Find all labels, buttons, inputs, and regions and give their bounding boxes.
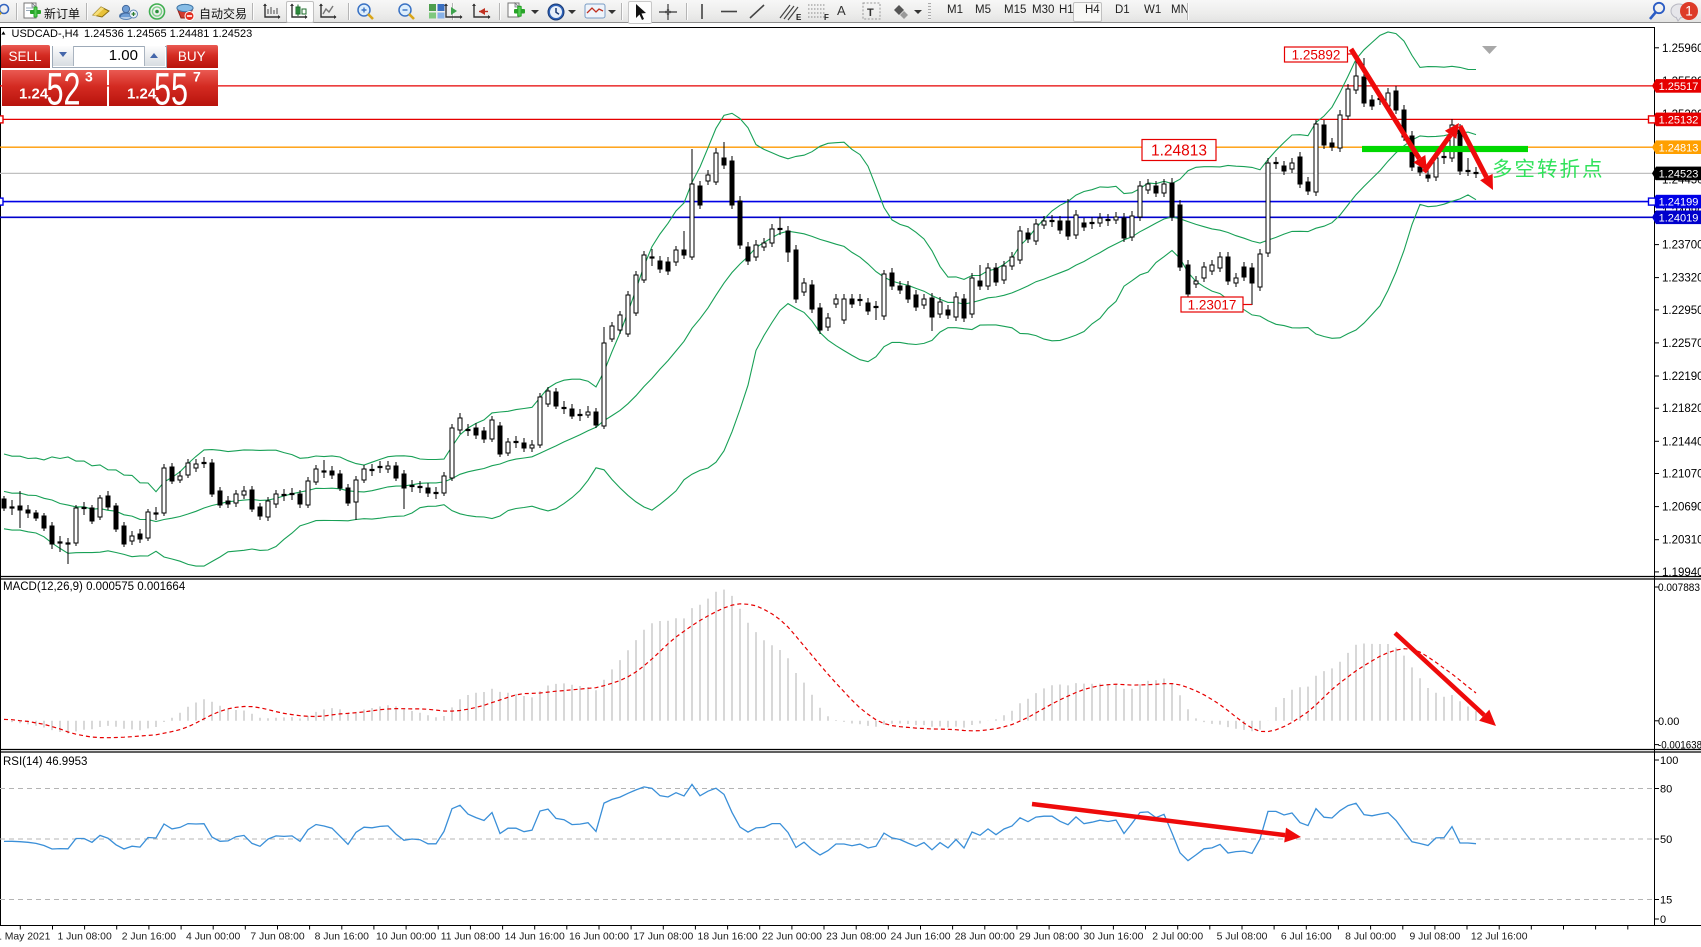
svg-text:8 Jul 00:00: 8 Jul 00:00 bbox=[1345, 932, 1396, 943]
svg-text:14 Jun 16:00: 14 Jun 16:00 bbox=[505, 932, 565, 943]
svg-text:1.24: 1.24 bbox=[19, 86, 49, 103]
svg-text:17 Jun 08:00: 17 Jun 08:00 bbox=[633, 932, 693, 943]
svg-text:55: 55 bbox=[154, 63, 188, 106]
svg-text:0: 0 bbox=[1660, 914, 1666, 926]
svg-text:1.20690: 1.20690 bbox=[1662, 502, 1701, 514]
svg-text:1.20310: 1.20310 bbox=[1662, 535, 1701, 547]
svg-text:1.22950: 1.22950 bbox=[1662, 305, 1701, 317]
svg-text:-0.001638: -0.001638 bbox=[1658, 740, 1701, 752]
svg-text:9 Jul 08:00: 9 Jul 08:00 bbox=[1409, 932, 1460, 943]
svg-text:1.25892: 1.25892 bbox=[1292, 47, 1341, 62]
svg-text:10 Jun 00:00: 10 Jun 00:00 bbox=[376, 932, 436, 943]
svg-text:28 Jun 00:00: 28 Jun 00:00 bbox=[955, 932, 1015, 943]
svg-text:2 Jun 16:00: 2 Jun 16:00 bbox=[122, 932, 177, 943]
svg-text:7: 7 bbox=[193, 68, 201, 84]
svg-text:1.22190: 1.22190 bbox=[1662, 371, 1701, 383]
svg-text:50: 50 bbox=[1660, 834, 1672, 846]
svg-text:1.24536 1.24565 1.24481 1.2452: 1.24536 1.24565 1.24481 1.24523 bbox=[84, 28, 252, 40]
svg-text:29 Jun 08:00: 29 Jun 08:00 bbox=[1019, 932, 1079, 943]
svg-text:24 Jun 16:00: 24 Jun 16:00 bbox=[890, 932, 950, 943]
svg-text:1.22570: 1.22570 bbox=[1662, 338, 1701, 350]
svg-text:MACD(12,26,9) 0.000575 0.00166: MACD(12,26,9) 0.000575 0.001664 bbox=[3, 581, 186, 593]
svg-text:1.23017: 1.23017 bbox=[1188, 297, 1237, 312]
svg-text:5 Jul 08:00: 5 Jul 08:00 bbox=[1217, 932, 1268, 943]
svg-text:1.24813: 1.24813 bbox=[1151, 143, 1207, 160]
svg-text:0.00: 0.00 bbox=[1658, 716, 1679, 728]
svg-text:1.21070: 1.21070 bbox=[1662, 469, 1701, 481]
svg-text:多空转折点: 多空转折点 bbox=[1492, 158, 1605, 181]
svg-text:1.23700: 1.23700 bbox=[1662, 240, 1701, 252]
svg-text:16 Jun 00:00: 16 Jun 00:00 bbox=[569, 932, 629, 943]
svg-text:1.24: 1.24 bbox=[127, 86, 157, 103]
svg-text:1.21820: 1.21820 bbox=[1662, 403, 1701, 415]
svg-text:1 Jun 08:00: 1 Jun 08:00 bbox=[57, 932, 112, 943]
svg-text:3: 3 bbox=[85, 68, 93, 84]
svg-text:1.24019: 1.24019 bbox=[1659, 212, 1699, 224]
svg-text:31 May 2021: 31 May 2021 bbox=[0, 932, 51, 943]
svg-text:1.24813: 1.24813 bbox=[1659, 142, 1699, 154]
svg-text:E: E bbox=[796, 13, 802, 21]
svg-text:6 Jul 16:00: 6 Jul 16:00 bbox=[1281, 932, 1332, 943]
svg-text:0.007883: 0.007883 bbox=[1658, 582, 1700, 594]
svg-text:1.24199: 1.24199 bbox=[1659, 197, 1699, 209]
svg-text:1.25960: 1.25960 bbox=[1662, 43, 1701, 55]
svg-text:15: 15 bbox=[1660, 895, 1672, 907]
svg-text:100: 100 bbox=[1660, 755, 1678, 767]
svg-text:23 Jun 08:00: 23 Jun 08:00 bbox=[826, 932, 886, 943]
svg-text:F: F bbox=[824, 13, 829, 21]
svg-text:1: 1 bbox=[1685, 4, 1693, 19]
svg-text:1.19940: 1.19940 bbox=[1662, 567, 1701, 579]
svg-text:1.25517: 1.25517 bbox=[1659, 81, 1699, 93]
svg-text:12 Jul 16:00: 12 Jul 16:00 bbox=[1471, 932, 1528, 943]
svg-text:1.24523: 1.24523 bbox=[1659, 169, 1699, 181]
svg-text:RSI(14) 46.9953: RSI(14) 46.9953 bbox=[3, 756, 87, 768]
svg-text:USDCAD-,H4: USDCAD-,H4 bbox=[12, 28, 79, 40]
svg-text:18 Jun 16:00: 18 Jun 16:00 bbox=[698, 932, 758, 943]
svg-text:7 Jun 08:00: 7 Jun 08:00 bbox=[250, 932, 305, 943]
svg-text:22 Jun 00:00: 22 Jun 00:00 bbox=[762, 932, 822, 943]
svg-text:52: 52 bbox=[47, 63, 81, 106]
svg-text:80: 80 bbox=[1660, 784, 1672, 796]
svg-text:4 Jun 00:00: 4 Jun 00:00 bbox=[186, 932, 241, 943]
svg-text:11 Jun 08:00: 11 Jun 08:00 bbox=[441, 932, 501, 943]
svg-text:1.21440: 1.21440 bbox=[1662, 436, 1701, 448]
svg-text:30 Jun 16:00: 30 Jun 16:00 bbox=[1083, 932, 1143, 943]
svg-text:T: T bbox=[867, 7, 874, 19]
svg-text:1.23320: 1.23320 bbox=[1662, 273, 1701, 285]
svg-text:2 Jul 00:00: 2 Jul 00:00 bbox=[1152, 932, 1203, 943]
svg-text:1.25132: 1.25132 bbox=[1659, 115, 1699, 127]
svg-text:8 Jun 16:00: 8 Jun 16:00 bbox=[315, 932, 370, 943]
